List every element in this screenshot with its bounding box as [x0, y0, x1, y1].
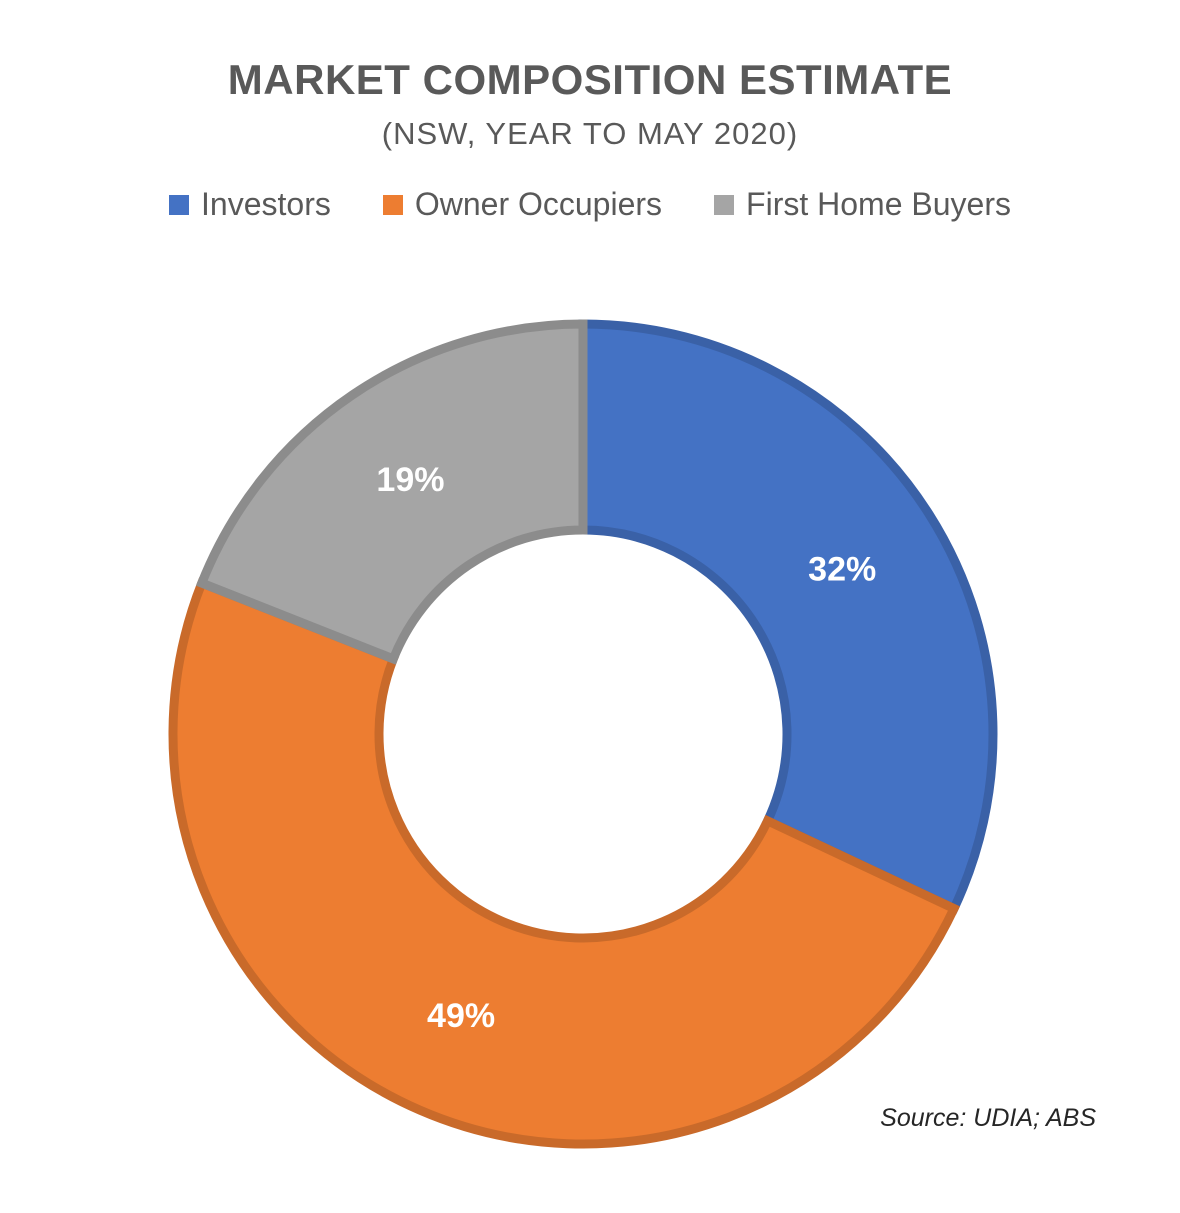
data-label-investors: 32%: [808, 551, 876, 589]
source-note: Source: UDIA; ABS: [880, 1104, 1096, 1132]
legend-item-owner-occupiers: Owner Occupiers: [382, 186, 663, 223]
legend-swatch-investors: [169, 194, 190, 215]
donut-slice-first-home-buyers: [195, 319, 588, 665]
legend-swatch-first-home-buyers: [714, 194, 735, 215]
chart-title: MARKET COMPOSITION ESTIMATE: [227, 56, 953, 103]
data-label-owner-occupiers: 49%: [427, 997, 495, 1035]
donut-slice-owner-occupiers: [168, 577, 960, 1149]
legend-label-first-home-buyers: First Home Buyers: [746, 186, 1011, 222]
chart-legend: Investors Owner Occupiers First Home Buy…: [0, 186, 1180, 223]
legend-item-investors: Investors: [169, 186, 331, 223]
legend-item-first-home-buyers: First Home Buyers: [714, 186, 1011, 223]
legend-label-owner-occupiers: Owner Occupiers: [414, 186, 663, 222]
chart-subtitle: (NSW, YEAR TO MAY 2020): [381, 116, 799, 151]
legend-label-investors: Investors: [201, 186, 331, 222]
donut-slice-investors: [578, 319, 998, 915]
data-label-first-home-buyers: 19%: [376, 461, 444, 499]
legend-swatch-owner-occupiers: [382, 194, 403, 215]
